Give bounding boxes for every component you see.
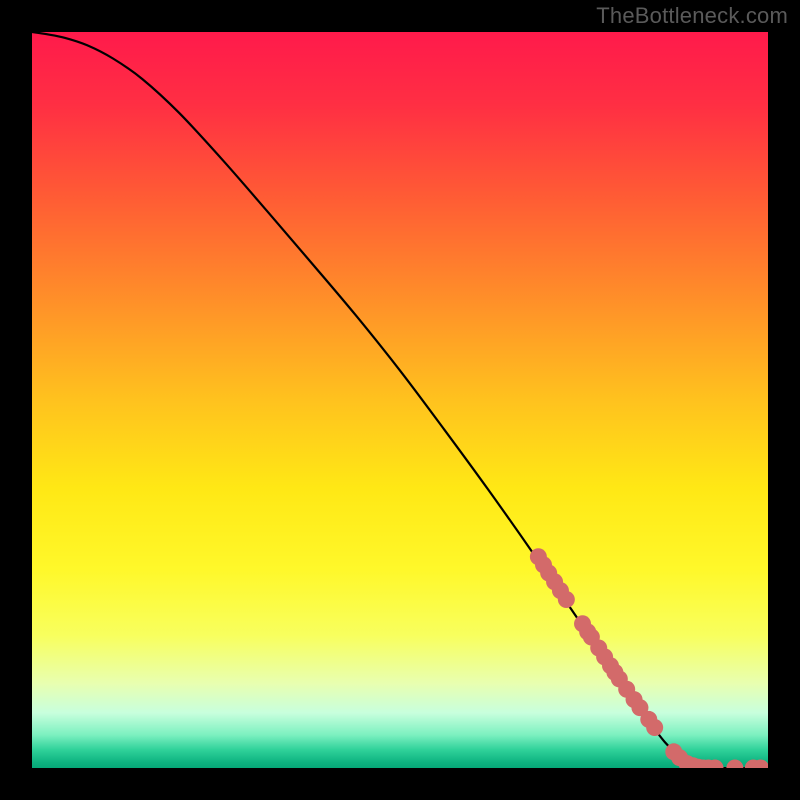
plot-area (32, 32, 768, 768)
canvas-root: TheBottleneck.com (0, 0, 800, 800)
scatter-marker (646, 719, 663, 736)
watermark-text: TheBottleneck.com (596, 3, 788, 29)
scatter-marker (558, 591, 575, 608)
chart-svg (32, 32, 768, 768)
gradient-background (32, 32, 768, 768)
